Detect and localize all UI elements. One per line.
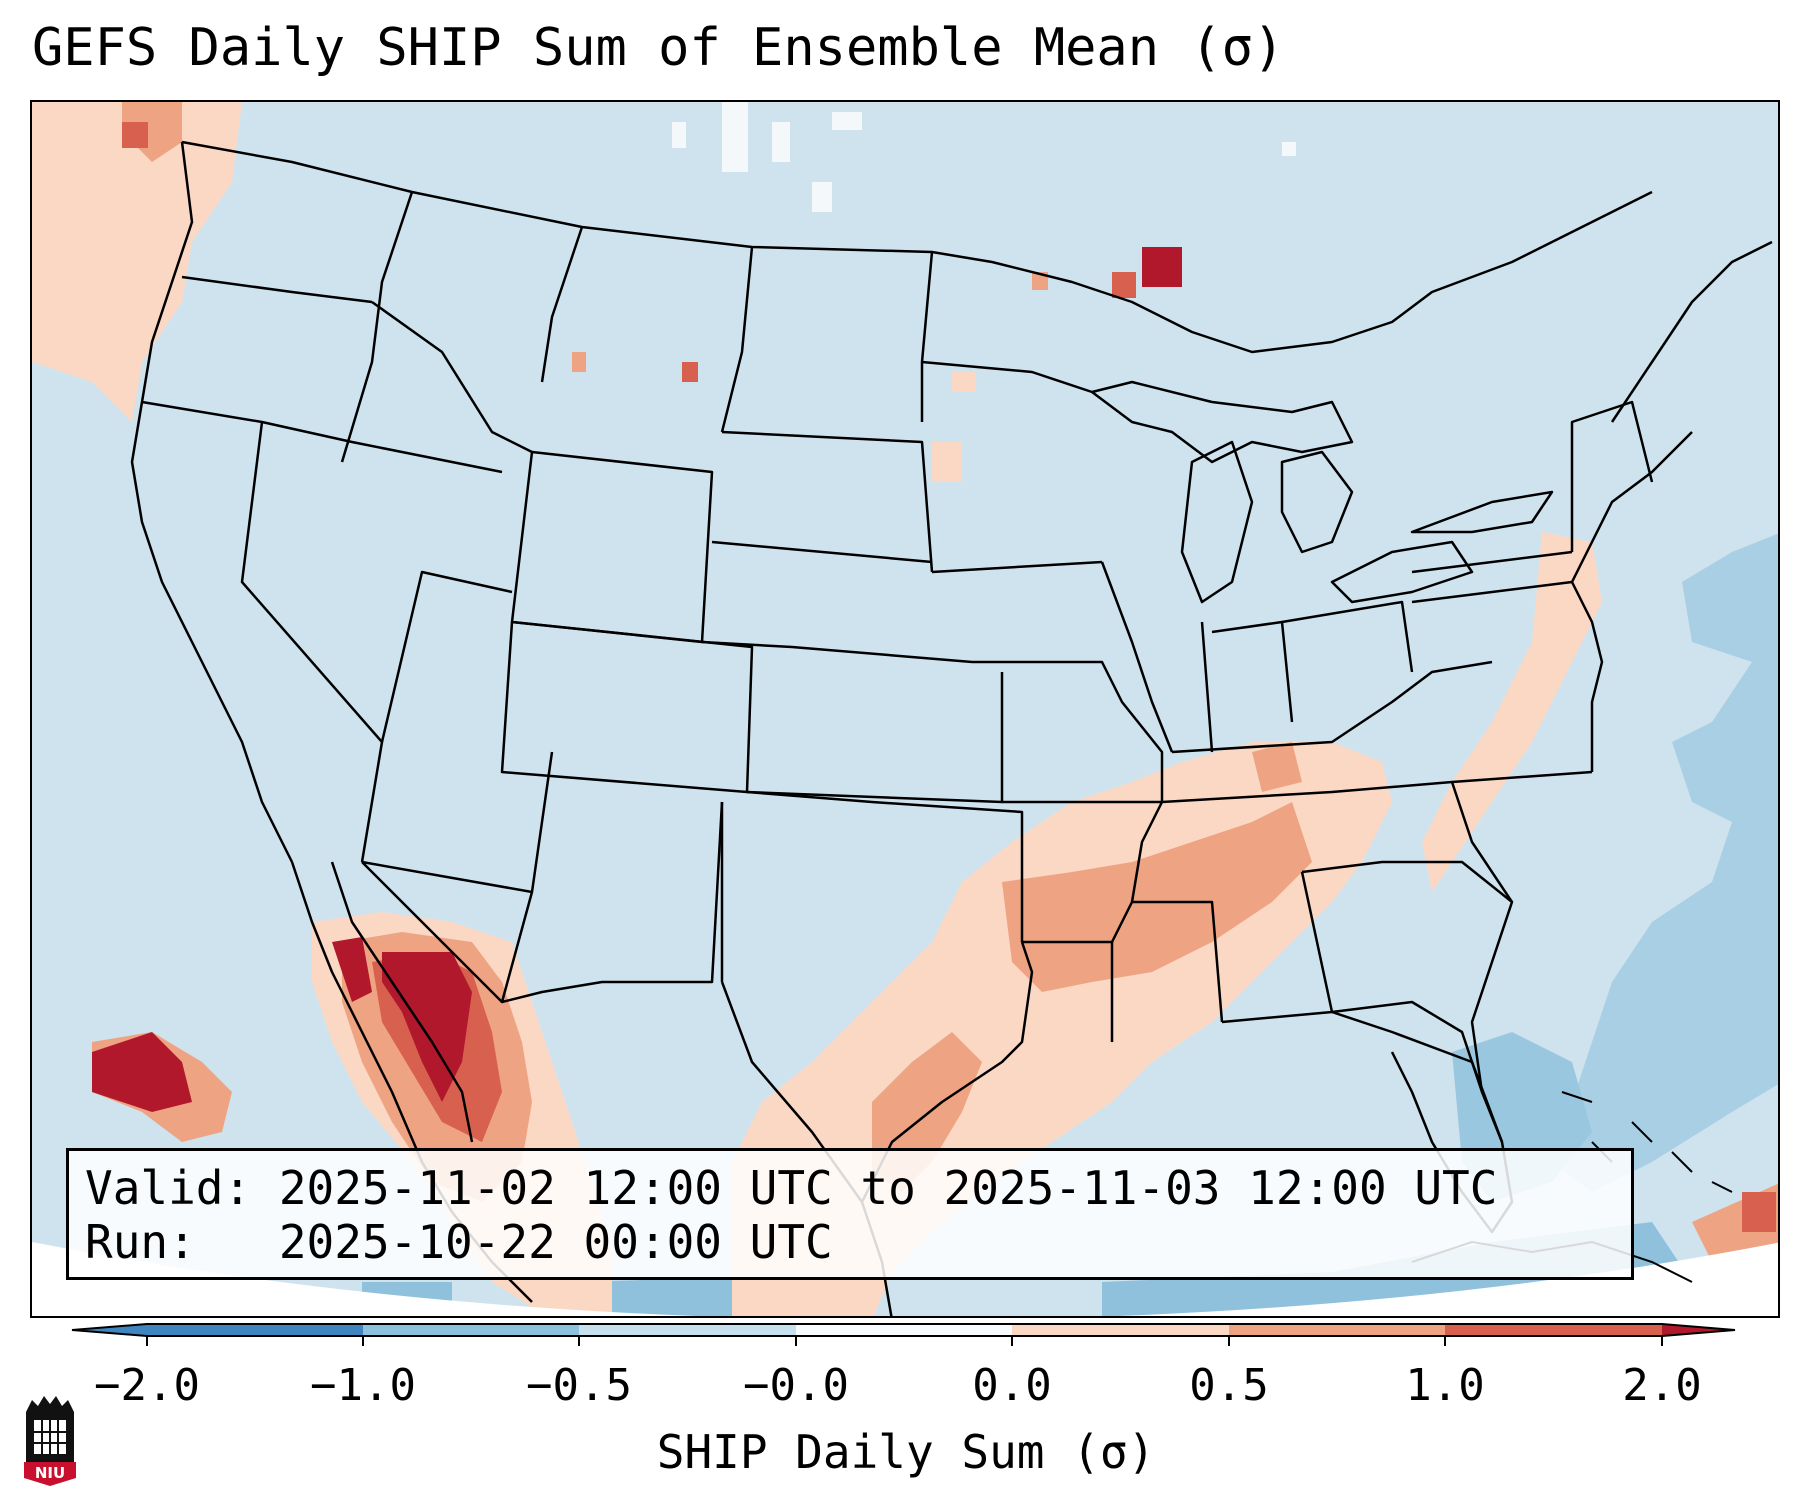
map-panel [30, 100, 1780, 1318]
valid-time-line: Valid: 2025-11-02 12:00 UTC to 2025-11-0… [85, 1161, 1498, 1215]
colorbar-tick-label: −0.5 [526, 1360, 632, 1411]
colorbar-extend-low [72, 1324, 147, 1336]
colorbar-tick-label: −0.0 [743, 1360, 849, 1411]
colorbar-bin-6 [1229, 1324, 1445, 1336]
colorbar-bin-7 [1445, 1324, 1662, 1336]
colorbar-bin-2 [363, 1324, 579, 1336]
map-title: GEFS Daily SHIP Sum of Ensemble Mean (σ) [32, 18, 1285, 78]
near-zero-patches [672, 102, 1296, 212]
colorbar [71, 1323, 1736, 1346]
colorbar-bin-3 [579, 1324, 796, 1336]
colorbar-tick-label: 0.5 [1189, 1360, 1269, 1411]
colorbar-bin-4 [796, 1324, 1012, 1336]
colorbar-tick-label: −1.0 [310, 1360, 416, 1411]
colorbar-tick-label: 2.0 [1622, 1360, 1702, 1411]
colorbar-tick-label: 1.0 [1405, 1360, 1485, 1411]
projection-mask [32, 1242, 1778, 1316]
validity-info-box: Valid: 2025-11-02 12:00 UTC to 2025-11-0… [66, 1148, 1634, 1280]
colorbar-bin-1 [147, 1324, 363, 1336]
colorbar-extend-high [1662, 1324, 1735, 1336]
colorbar-title: SHIP Daily Sum (σ) [656, 1425, 1156, 1479]
colorbar-tick-label: −2.0 [94, 1360, 200, 1411]
run-time-line: Run: 2025-10-22 00:00 UTC [85, 1215, 833, 1269]
logo-text: NIU [35, 1464, 65, 1482]
map-canvas [32, 102, 1778, 1316]
colorbar-bin-5 [1012, 1324, 1229, 1336]
colorbar-tick-label: 0.0 [972, 1360, 1052, 1411]
niu-logo-icon: NIU [24, 1396, 76, 1486]
